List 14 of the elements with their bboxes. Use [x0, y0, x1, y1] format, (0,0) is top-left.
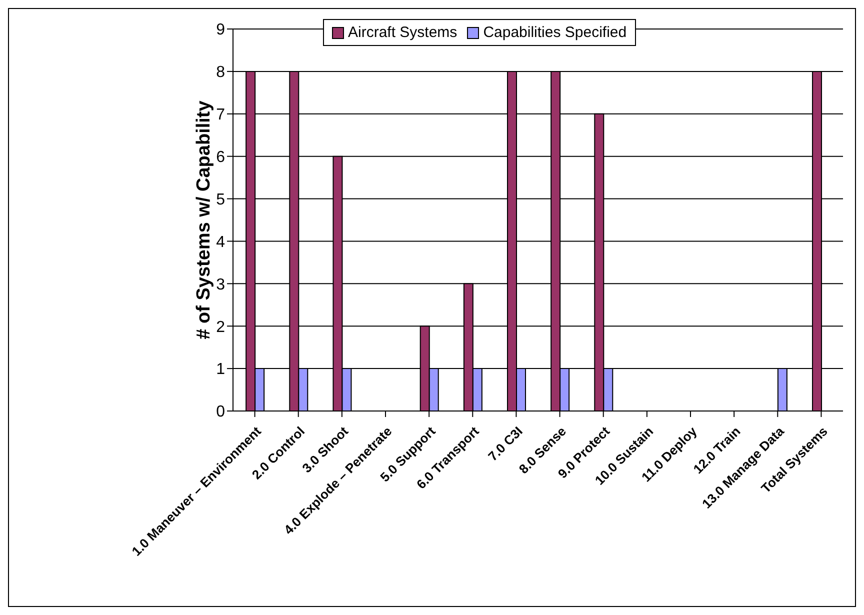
y-tick-label: 8	[216, 64, 226, 82]
y-tick-label: 4	[216, 234, 226, 251]
legend-label: Capabilities Specified	[483, 24, 627, 41]
legend-label: Aircraft Systems	[348, 24, 458, 41]
y-tick-label: 2	[216, 318, 226, 336]
y-tick-label: 9	[216, 22, 226, 39]
y-tick-label: 3	[216, 276, 226, 294]
y-tick-label: 1	[216, 361, 226, 378]
y-axis-title: # of Systems w/ Capability	[194, 100, 215, 340]
y-tick-label: 0	[216, 404, 226, 421]
y-tick-label: 7	[216, 106, 226, 124]
y-tick-label: 6	[216, 149, 226, 166]
x-tick-label: 7.0 C3I	[485, 424, 526, 464]
y-tick-label: 5	[216, 191, 226, 208]
